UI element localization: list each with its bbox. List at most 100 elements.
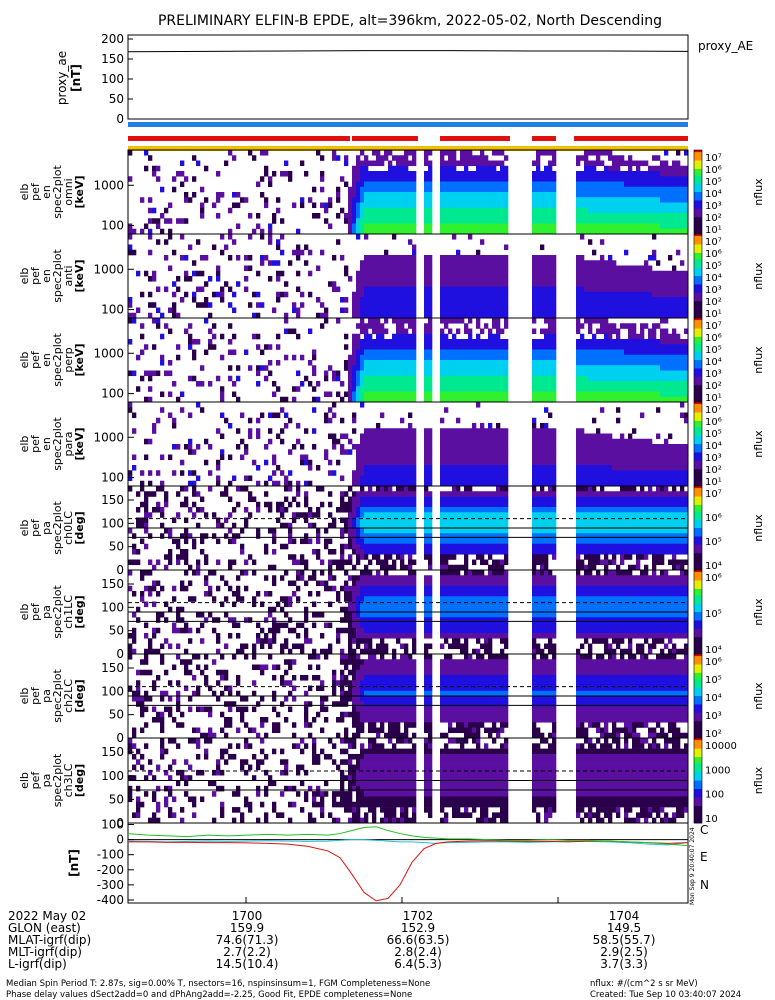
spectrogram-cell — [384, 375, 389, 382]
spectrogram-cell — [412, 528, 417, 534]
spectrogram-cell — [496, 444, 501, 450]
spectrogram-cell — [492, 270, 497, 277]
spectrogram-cell — [536, 270, 541, 277]
spectrogram-cell — [648, 465, 653, 471]
spectrogram-cell — [384, 176, 389, 182]
spectrogram-cell — [456, 480, 461, 487]
spectrogram-cell — [376, 344, 381, 350]
spectrogram-cell — [364, 496, 369, 503]
spectrogram-cell — [308, 512, 313, 518]
spectrogram-cell — [460, 381, 465, 387]
spectrogram-cell — [592, 480, 597, 487]
spectrogram-cell — [552, 360, 557, 366]
spectrogram-cell — [484, 449, 489, 455]
spectrogram-cell — [456, 207, 461, 214]
spectrogram-cell — [660, 281, 665, 287]
spectrogram-cell — [440, 444, 445, 450]
spectrogram-cell — [648, 480, 653, 487]
spectrogram-cell — [632, 459, 637, 466]
spectrogram-cell — [380, 507, 385, 513]
spectrogram-cell — [356, 396, 361, 403]
spectrogram-cell — [608, 270, 613, 277]
spectrogram-cell — [640, 218, 645, 224]
spectrogram-cell — [392, 365, 397, 371]
spectrogram-cell — [460, 365, 465, 371]
spectrogram-cell — [552, 381, 557, 387]
spectrogram-cell — [612, 386, 617, 392]
spectrogram-cell — [408, 496, 413, 503]
spectrogram-cell — [624, 192, 629, 198]
spectrogram-cell — [504, 370, 509, 377]
spectrogram-cell — [532, 213, 537, 219]
spectrogram-cell — [352, 491, 357, 497]
spectrogram-cell — [292, 517, 297, 524]
spectrogram-cell — [536, 171, 541, 177]
spectrogram-cell — [540, 386, 545, 392]
colorbar-step — [694, 345, 702, 348]
spectrogram-cell — [576, 286, 581, 293]
spectrogram-cell — [660, 459, 665, 466]
spectrogram-cell — [484, 312, 489, 319]
spectrogram-cell — [412, 491, 417, 497]
spectrogram-cell — [600, 344, 605, 350]
spectrogram-cell — [388, 354, 393, 361]
spectrogram-cell — [404, 507, 409, 513]
spectrogram-cell — [620, 480, 625, 487]
spectrogram-cell — [596, 391, 601, 398]
spectrogram-cell — [388, 265, 393, 272]
spectrogram-cell — [388, 391, 393, 398]
spectrogram-cell — [536, 276, 541, 282]
spectrogram-cell — [644, 459, 649, 466]
spectrogram-cell — [640, 213, 645, 219]
spectrogram-cell — [128, 150, 133, 156]
spectrogram-cell — [504, 186, 509, 193]
spectrogram-cell — [644, 365, 649, 371]
spectrogram-cell — [348, 449, 353, 455]
spectrogram-cell — [428, 564, 433, 571]
spectrogram-cell — [128, 402, 133, 408]
spectrogram-cell — [476, 370, 481, 377]
spectrogram-cell — [468, 475, 473, 482]
spectrogram-cell — [396, 349, 401, 356]
spectrogram-cell — [148, 249, 153, 256]
spectrogram-cell — [280, 218, 285, 224]
spectrogram-cell — [392, 270, 397, 277]
spectrogram-cell — [376, 150, 381, 156]
spectrogram-cell — [280, 543, 285, 550]
spectrogram-cell — [624, 360, 629, 366]
spectrogram-cell — [172, 249, 177, 256]
spectrogram-cell — [536, 192, 541, 198]
spectrogram-cell — [628, 155, 633, 161]
spectrogram-cell — [424, 150, 429, 156]
spectrogram-cell — [544, 255, 549, 261]
spectrogram-cell — [368, 171, 373, 177]
spectrogram-cell — [332, 470, 337, 476]
spectrogram-cell — [648, 354, 653, 361]
spectrogram-cell — [428, 396, 433, 403]
spectrogram-cell — [308, 381, 313, 387]
panel-ylabel: elb — [18, 268, 31, 285]
spectrogram-cell — [224, 533, 229, 539]
spectrogram-cell — [664, 449, 669, 455]
spectrogram-cell — [356, 276, 361, 282]
spectrogram-cell — [152, 207, 157, 214]
spectrogram-cell — [464, 150, 469, 156]
panel-ylabel: elb — [18, 352, 31, 369]
spectrogram-cell — [368, 260, 373, 266]
spectrogram-cell — [552, 155, 557, 161]
spectrogram-cell — [644, 449, 649, 455]
spectrogram-cell — [360, 270, 365, 277]
colorbar-step — [694, 391, 702, 394]
spectrogram-cell — [360, 496, 365, 503]
spectrogram-cell — [384, 470, 389, 476]
spectrogram-cell — [424, 554, 429, 560]
spectrogram-cell — [372, 533, 377, 539]
spectrogram-cell — [352, 475, 357, 482]
spectrogram-cell — [168, 528, 173, 534]
spectrogram-cell — [356, 454, 361, 461]
spectrogram-cell — [372, 365, 377, 371]
spectrogram-cell — [220, 391, 225, 398]
spectrogram-cell — [648, 192, 653, 198]
spectrogram-cell — [548, 171, 553, 177]
spectrogram-cell — [292, 328, 297, 335]
